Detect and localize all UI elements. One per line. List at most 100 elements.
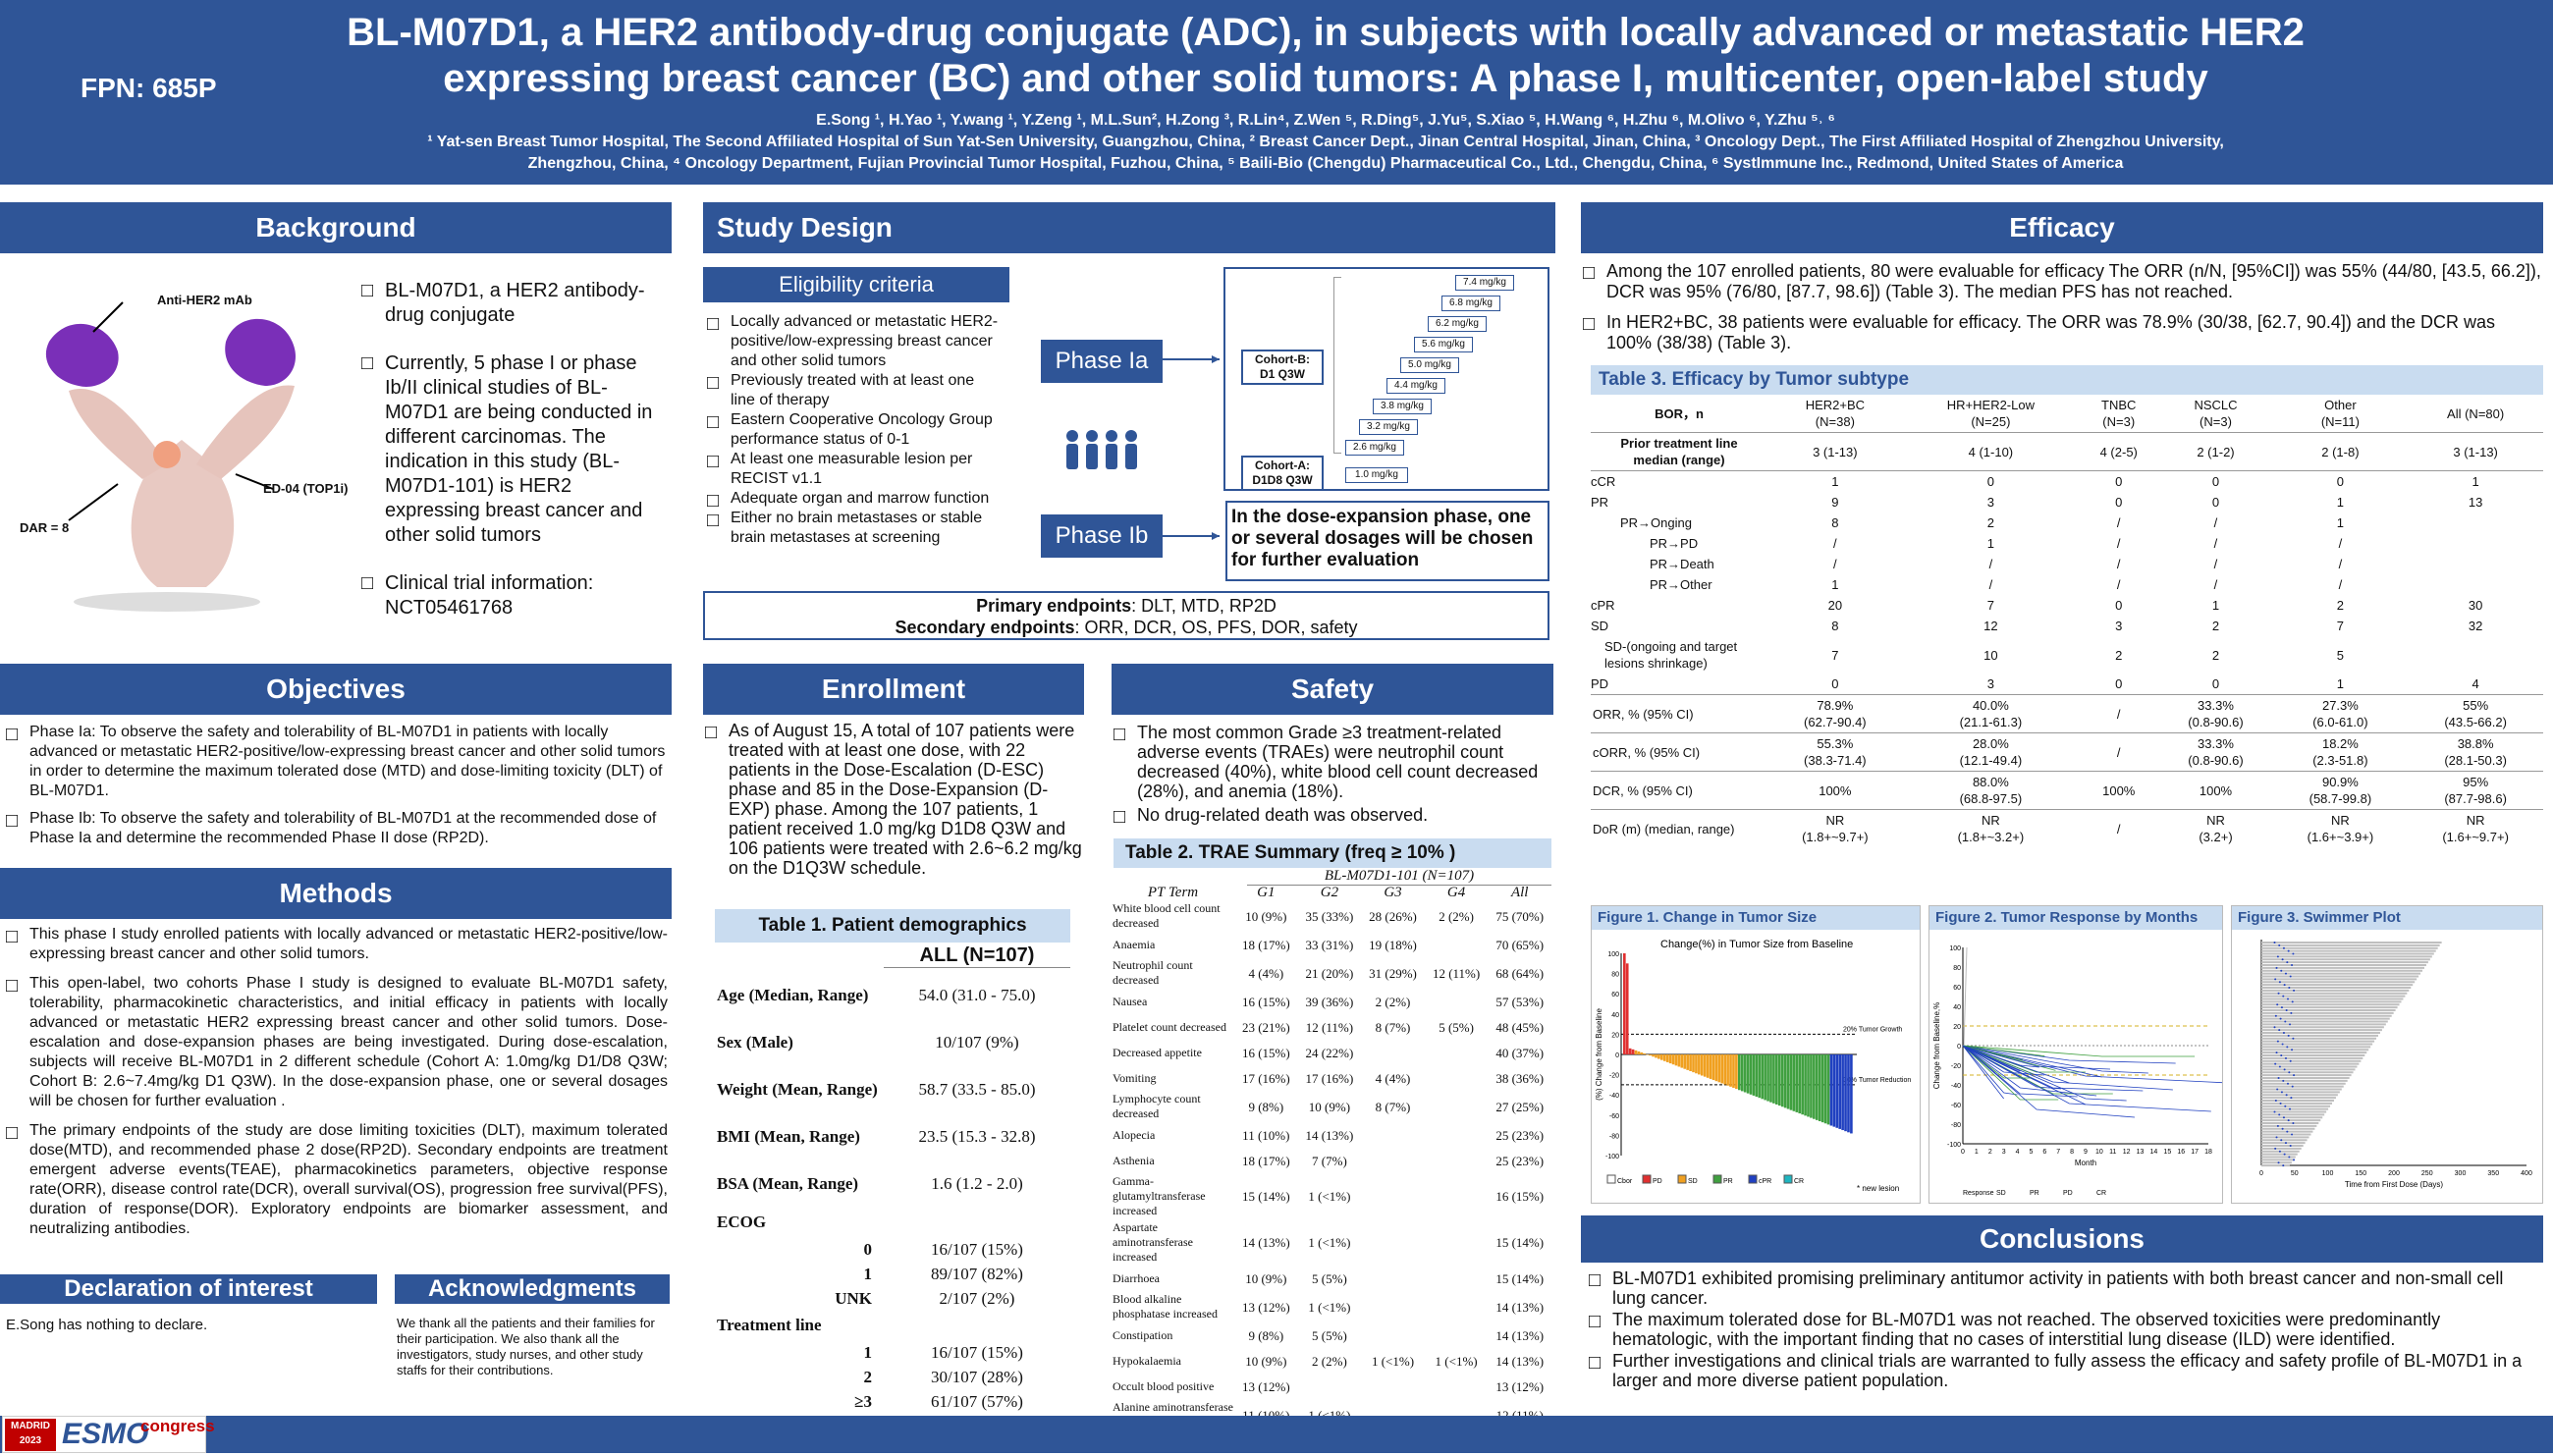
swimmer-bar (2261, 1037, 2377, 1040)
grade-cell (1361, 1291, 1425, 1322)
waterfall-bar (1850, 1054, 1853, 1134)
criterion-item: Eastern Cooperative Oncology Group perfo… (707, 410, 1002, 450)
y-tick: -40 (1609, 1093, 1619, 1100)
waterfall-bar (1623, 953, 1626, 1054)
row-value: 61/107 (57%) (931, 1391, 1023, 1411)
swimmer-bar (2261, 987, 2412, 990)
bor-label: SD-(ongoing and target lesions shrinkage… (1604, 639, 1738, 671)
row-label: BMI (Mean, Range) (717, 1127, 860, 1146)
y-tick: -20 (1951, 1063, 1961, 1070)
swimmer-bar (2261, 1062, 2360, 1065)
response-marker (2287, 1034, 2290, 1037)
eligibility-heading: Eligibility criteria (703, 267, 1009, 302)
patient-line (1962, 1045, 2032, 1079)
x-tick: 0 (2259, 1170, 2263, 1177)
figure1-panel: Figure 1. Change in Tumor Size Change(%)… (1591, 905, 1921, 1204)
table1-row: Sex (Male) 10/107 (9%) (717, 1019, 1070, 1066)
antibody-icon (45, 301, 296, 612)
x-tick: 250 (2421, 1170, 2433, 1177)
table3-col-header: TNBC (N=3) (2101, 398, 2137, 429)
methods-list: This phase I study enrolled patients wit… (6, 925, 668, 1239)
waterfall-bar (1740, 1054, 1744, 1092)
patient-line (1962, 1045, 2004, 1100)
metric-cell: 27.3% (6.0-61.0) (2272, 694, 2409, 733)
grade-cell: 15 (14%) (1495, 1270, 1545, 1286)
table2-col-header: G4 (1446, 885, 1466, 900)
metric-cell: 33.3% (0.8-90.6) (2158, 694, 2273, 733)
metric-label: DoR (m) (median, range) (1591, 809, 1767, 847)
new-lesion-note: * new lesion (1857, 1184, 1899, 1193)
table2-row: Anaemia 18 (17%) 33 (31%) 19 (18%) 70 (65%) (1112, 932, 1551, 957)
waterfall-bar (1698, 1054, 1701, 1075)
grade-cell: 14 (13%) (1305, 1127, 1354, 1143)
y-tick: -60 (1609, 1113, 1619, 1120)
ecog-label: ECOG (717, 1213, 767, 1231)
grade-cell: 19 (18%) (1369, 937, 1417, 952)
bor-cell: / (1833, 536, 1837, 551)
waterfall-bar (1841, 1054, 1844, 1131)
swimmer-bar (2261, 984, 2414, 987)
waterfall-bar (1826, 1054, 1830, 1125)
legend-swatch (1677, 1174, 1687, 1184)
bor-cell: 2 (1986, 515, 1994, 530)
swimmer-bar (2261, 966, 2424, 969)
swimmer-bar (2261, 978, 2417, 981)
grade-cell (1361, 1148, 1425, 1173)
x-tick: 100 (2322, 1170, 2334, 1177)
patient-line (1962, 1045, 2059, 1101)
table2-title: Table 2. TRAE Summary (freq ≥ 10% ) (1114, 838, 1551, 868)
swimmer-bar (2261, 1116, 2323, 1119)
prior-cell: 4 (2-5) (2079, 432, 2159, 471)
waterfall-bar (1738, 1054, 1741, 1091)
metric-cell: NR (1.8+~3.2+) (1902, 809, 2080, 847)
response-marker (2288, 987, 2291, 989)
grade-cell (1361, 1219, 1425, 1266)
grade-cell: 10 (9%) (1245, 1353, 1287, 1369)
poster-header: FPN: 685P BL-M07D1, a HER2 antibody-drug… (0, 0, 2553, 185)
legend-swatch (1748, 1174, 1758, 1184)
row-label: BSA (Mean, Range) (717, 1174, 859, 1193)
response-marker (2284, 1105, 2287, 1107)
swimmer-bar (2261, 1110, 2327, 1113)
criterion-item: Locally advanced or metastatic HER2-posi… (707, 312, 1002, 371)
metric-cell: 33.3% (0.8-90.6) (2158, 732, 2273, 772)
bor-cell: / (2213, 557, 2218, 571)
grade-cell: 27 (25%) (1495, 1099, 1545, 1114)
bor-cell: 3 (1986, 495, 1994, 510)
table3-col-header: All (N=80) (2447, 405, 2505, 421)
poster-title: BL-M07D1, a HER2 antibody-drug conjugate… (347, 11, 2305, 100)
response-marker (2283, 1153, 2286, 1156)
swimmer-bar (2261, 972, 2421, 975)
bor-cell: 0 (2211, 676, 2220, 691)
pt-term-cell: Hypokalaemia (1113, 1353, 1181, 1368)
patient-line (1962, 1045, 2087, 1105)
row-label: Sex (Male) (717, 1033, 793, 1052)
grade-cell (1425, 1065, 1489, 1091)
swimmer-bar (2261, 1097, 2336, 1100)
waterfall-bar (1829, 1054, 1833, 1126)
swimmer-bar (2261, 995, 2406, 998)
swimmer-bar (2261, 1153, 2298, 1156)
bor-cell: 1 (1986, 536, 1994, 551)
x-tick: 150 (2355, 1170, 2366, 1177)
waterfall-bar (1838, 1054, 1842, 1129)
waterfall-bar (1804, 1054, 1807, 1116)
response-marker (2278, 1065, 2281, 1068)
grade-cell: 1 (<1%) (1308, 1235, 1351, 1250)
y-axis-label: Change from Baseline,% (1932, 1002, 1941, 1090)
grade-cell (1425, 1291, 1489, 1322)
grade-cell: 10 (9%) (1245, 908, 1287, 924)
method-item: This phase I study enrolled patients wit… (6, 925, 668, 964)
bor-cell: 1 (1831, 577, 1839, 592)
metric-cell: NR (1.8+~9.7+) (1767, 809, 1903, 847)
y-tick: -100 (1605, 1154, 1619, 1160)
bor-cell: 20 (1827, 598, 1843, 613)
swimmer-bar (2261, 1119, 2321, 1122)
swimmer-bar (2261, 1147, 2302, 1150)
response-marker (2281, 958, 2284, 961)
table2-col-header: PT Term (1147, 885, 1199, 900)
authors-block: E.Song ¹, H.Yao ¹, Y.wang ¹, Y.Zeng ¹, M… (295, 110, 2357, 175)
row-label: 0 (863, 1239, 873, 1259)
swimmer-bar (2261, 975, 2419, 978)
swimmer-bar (2261, 989, 2410, 992)
